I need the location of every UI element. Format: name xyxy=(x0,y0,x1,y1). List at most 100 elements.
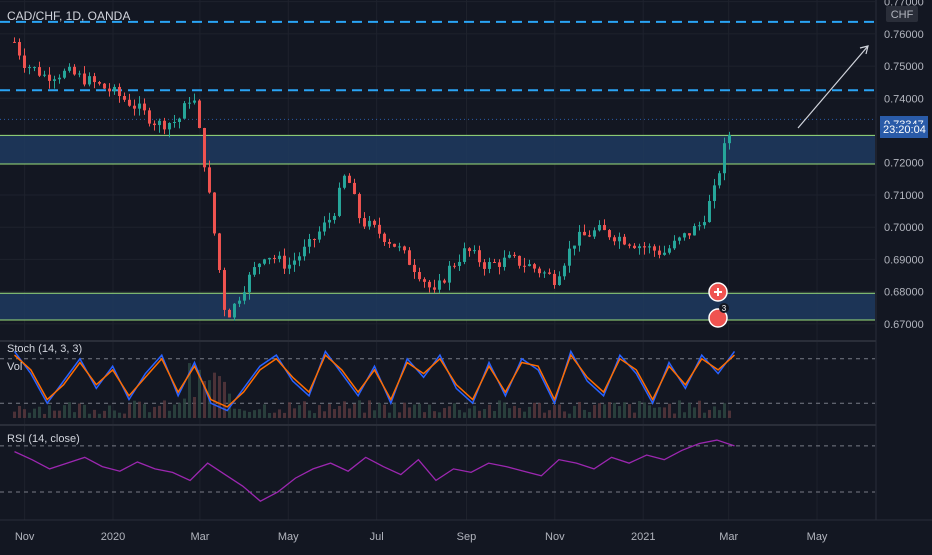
candle-body xyxy=(277,255,281,259)
currency-label: CHF xyxy=(891,9,914,21)
dividend-marker-icon[interactable] xyxy=(708,308,728,328)
volume-bar xyxy=(532,402,536,418)
volume-bar xyxy=(72,412,76,418)
candle-body xyxy=(282,255,286,269)
candle-body xyxy=(122,96,126,100)
candle-body xyxy=(567,248,571,266)
volume-bar xyxy=(727,410,731,418)
volume-label: Vol xyxy=(7,361,22,373)
candle-body xyxy=(662,252,666,255)
candle-body xyxy=(142,103,146,111)
candle-body xyxy=(217,233,221,271)
candle-body xyxy=(417,272,421,280)
volume-bar xyxy=(412,404,416,418)
candle-body xyxy=(52,79,56,81)
projection-arrow[interactable] xyxy=(797,45,869,129)
volume-bar xyxy=(12,411,16,418)
candle-body xyxy=(677,237,681,241)
candle-body xyxy=(612,237,616,242)
volume-bar xyxy=(237,408,241,418)
currency-badge[interactable] xyxy=(886,6,918,22)
volume-bar xyxy=(217,376,221,418)
time-tick-label: Nov xyxy=(15,531,35,543)
volume-bar xyxy=(112,410,116,418)
volume-bar xyxy=(22,409,26,418)
candle-body xyxy=(182,103,186,119)
candle-body xyxy=(82,73,86,85)
volume-bar xyxy=(692,407,696,418)
volume-bar xyxy=(617,406,621,418)
volume-bar xyxy=(482,409,486,418)
projection-arrow-head[interactable] xyxy=(859,45,869,55)
candle-body xyxy=(642,246,646,248)
volume-bar xyxy=(127,404,131,418)
candle-body xyxy=(372,220,376,225)
volume-bar xyxy=(712,406,716,418)
time-tick-label: Jul xyxy=(370,531,384,543)
candle-body xyxy=(237,300,241,304)
price-tick-label: 0.76000 xyxy=(884,29,924,41)
volume-bar xyxy=(172,404,176,418)
candle-body xyxy=(102,83,106,89)
candle-body xyxy=(412,264,416,273)
volume-bar xyxy=(587,412,591,418)
candle-body xyxy=(352,182,356,195)
time-tick-label: Nov xyxy=(545,531,565,543)
price-axis: 0.77000 0.76000 0.75000 0.74000 0.72000 0.710… xyxy=(875,0,932,550)
price-tick-label: 0.67000 xyxy=(884,319,924,331)
volume-bar xyxy=(62,405,66,418)
volume-bar xyxy=(262,404,266,418)
volume-bar xyxy=(87,413,91,418)
volume-bar xyxy=(347,408,351,418)
grid xyxy=(0,0,875,520)
volume-bar xyxy=(382,404,386,418)
candle-body xyxy=(582,231,586,236)
volume-bar xyxy=(392,402,396,418)
volume-bar xyxy=(302,401,306,418)
candle-body xyxy=(42,74,46,76)
candle-body xyxy=(22,55,26,68)
volume-bar xyxy=(192,396,196,418)
projection-arrow-line[interactable] xyxy=(797,45,869,129)
candle-body xyxy=(77,73,81,75)
time-tick-label: 2020 xyxy=(101,531,125,543)
candle-body xyxy=(577,231,581,246)
volume-bar xyxy=(202,381,206,418)
volume-bar xyxy=(572,405,576,418)
time-tick-label: 2021 xyxy=(631,531,655,543)
volume-bar xyxy=(637,401,641,418)
candle-body xyxy=(407,250,411,265)
candle-body xyxy=(447,265,451,283)
candle-body xyxy=(242,292,246,301)
candle-body xyxy=(177,118,181,123)
volume-bar xyxy=(107,405,111,418)
candle-body xyxy=(117,86,121,97)
volume-bar xyxy=(502,402,506,418)
volume-bar xyxy=(187,363,191,418)
volume-bar xyxy=(387,412,391,418)
volume-bar xyxy=(102,410,106,418)
volume-bar xyxy=(177,402,181,418)
candle-body xyxy=(647,246,651,248)
volume-bar xyxy=(527,406,531,418)
candle-body xyxy=(347,175,351,183)
candle-body xyxy=(367,220,371,227)
volume-bar xyxy=(627,404,631,418)
volume-bar xyxy=(137,401,141,418)
volume-bar xyxy=(582,409,586,418)
level-lines xyxy=(0,20,875,120)
candle-body xyxy=(127,99,131,106)
volume-bar xyxy=(622,402,626,418)
candle-body xyxy=(572,245,576,249)
volume-bar xyxy=(432,411,436,418)
volume-bar xyxy=(252,410,256,418)
volume-bar xyxy=(417,403,421,418)
time-axis-background xyxy=(0,520,932,550)
candle-body xyxy=(632,245,636,249)
candle-body xyxy=(67,66,71,71)
event-markers[interactable]: 3 xyxy=(708,282,729,328)
volume-bar xyxy=(427,404,431,418)
volume-bar xyxy=(197,369,201,418)
